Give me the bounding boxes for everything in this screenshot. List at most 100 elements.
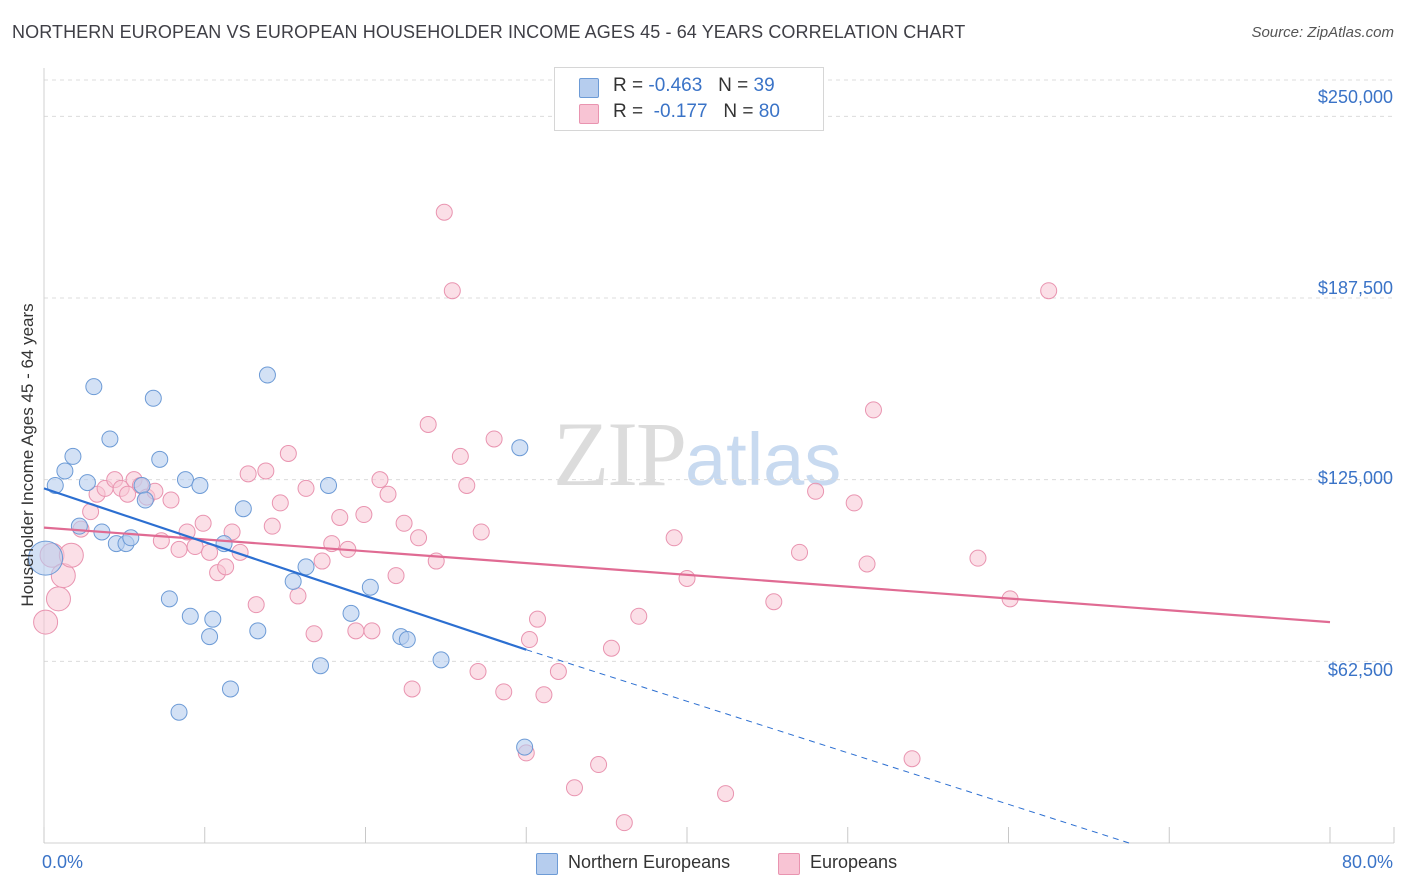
point-northern-europeans-14	[144, 389, 162, 407]
point-northern-europeans-27	[258, 366, 276, 384]
point-europeans-41	[355, 506, 373, 524]
point-europeans-18	[170, 540, 188, 558]
point-europeans-75	[845, 494, 863, 512]
legend-r-value-pink: -0.177	[653, 101, 708, 122]
point-northern-europeans-1	[46, 476, 64, 494]
point-europeans-30	[263, 517, 281, 535]
trendline-northern-europeans	[43, 487, 527, 651]
point-europeans-36	[313, 552, 331, 570]
point-europeans-32	[279, 445, 297, 463]
point-europeans-56	[472, 523, 490, 541]
point-europeans-65	[590, 756, 608, 774]
point-northern-europeans-29	[297, 558, 315, 576]
point-northern-europeans-19	[181, 607, 199, 625]
point-northern-europeans-20	[191, 476, 209, 494]
point-northern-europeans-12	[133, 476, 151, 494]
zipatlas-watermark: ZIPatlas	[553, 408, 841, 500]
y-axis-label: Householder Income Ages 45 - 64 years	[18, 303, 37, 607]
legend-n-value-blue: 39	[753, 75, 775, 96]
legend-n-value-pink: 80	[758, 101, 780, 122]
point-europeans-31	[271, 494, 289, 512]
point-europeans-48	[410, 529, 428, 547]
point-europeans-35	[305, 625, 323, 643]
point-northern-europeans-13	[136, 491, 154, 509]
point-europeans-54	[458, 476, 476, 494]
legend-swatch-blue	[579, 78, 599, 98]
point-europeans-61	[529, 610, 547, 628]
point-northern-europeans-30	[311, 657, 329, 675]
point-europeans-25	[223, 523, 241, 541]
point-europeans-62	[535, 686, 553, 704]
bottom-legend-label-pink: Europeans	[810, 852, 898, 872]
y-tick-label-187500: $187,500	[1317, 278, 1393, 298]
point-europeans-47	[403, 680, 421, 698]
x-tick-label-min: 0.0%	[42, 852, 84, 872]
point-europeans-79	[969, 549, 987, 567]
y-tick-label-125000: $125,000	[1317, 468, 1393, 488]
point-northern-europeans-2	[56, 462, 74, 480]
point-europeans-66	[602, 639, 620, 657]
point-europeans-63	[549, 663, 567, 681]
point-europeans-44	[379, 485, 397, 503]
point-europeans-57	[485, 430, 503, 448]
point-northern-europeans-8	[101, 430, 119, 448]
point-northern-europeans-22	[204, 610, 222, 628]
point-europeans-34	[297, 479, 315, 497]
point-europeans-27	[239, 465, 257, 483]
x-tick-label-max: 80.0%	[1341, 852, 1393, 872]
point-northern-europeans-28	[284, 572, 302, 590]
point-europeans-55	[469, 663, 487, 681]
point-europeans-60	[520, 631, 538, 649]
point-northern-europeans-38	[516, 738, 534, 756]
point-europeans-17	[162, 491, 180, 509]
point-europeans-51	[435, 203, 453, 221]
point-europeans-33	[289, 587, 307, 605]
bottom-legend-swatch-blue	[536, 853, 558, 875]
point-europeans-76	[858, 555, 876, 573]
point-northern-europeans-36	[432, 651, 450, 669]
point-europeans-71	[717, 785, 735, 803]
point-europeans-74	[807, 482, 825, 500]
point-northern-europeans-33	[361, 578, 379, 596]
point-europeans-67	[615, 814, 633, 832]
trendline-northern-europeans-extension	[526, 649, 1130, 844]
source-credit: Source: ZipAtlas.com	[1251, 24, 1394, 41]
point-europeans-46	[395, 514, 413, 532]
point-europeans-11	[119, 485, 137, 503]
trendline-europeans	[43, 526, 1331, 624]
point-europeans-77	[864, 401, 882, 419]
point-europeans-72	[765, 593, 783, 611]
y-tick-label-62500: $62,500	[1327, 660, 1393, 680]
legend-swatch-pink	[579, 104, 599, 124]
point-northern-europeans-4	[70, 517, 88, 535]
point-northern-europeans-6	[85, 378, 103, 396]
point-europeans-64	[565, 779, 583, 797]
point-europeans-38	[331, 508, 349, 526]
y-tick-label-250000: $250,000	[1317, 87, 1393, 107]
point-europeans-70	[678, 569, 696, 587]
point-europeans-73	[791, 543, 809, 561]
point-northern-europeans-31	[320, 476, 338, 494]
legend-stats-pink: R = -0.177 N = 80	[613, 101, 780, 122]
point-europeans-78	[903, 750, 921, 768]
point-europeans-69	[665, 529, 683, 547]
point-northern-europeans-35	[398, 631, 416, 649]
point-northern-europeans-11	[122, 529, 140, 547]
point-europeans-42	[363, 622, 381, 640]
point-europeans-29	[257, 462, 275, 480]
bottom-legend-label-blue: Northern Europeans	[568, 852, 731, 872]
point-northern-europeans-0	[28, 540, 64, 576]
point-europeans-53	[451, 447, 469, 465]
point-northern-europeans-26	[249, 622, 267, 640]
watermark-zip-text: ZIP	[553, 403, 687, 505]
point-northern-europeans-37	[511, 439, 529, 457]
point-europeans-45	[387, 567, 405, 585]
chart-title: NORTHERN EUROPEAN VS EUROPEAN HOUSEHOLDE…	[12, 22, 966, 42]
point-northern-europeans-16	[160, 590, 178, 608]
legend-r-value-blue: -0.463	[648, 75, 703, 96]
correlation-legend: R = -0.463 N = 39 R = -0.177 N = 80	[554, 67, 824, 131]
point-europeans-49	[419, 415, 437, 433]
point-europeans-43	[371, 471, 389, 489]
bottom-legend-swatch-pink	[778, 853, 800, 875]
point-europeans-52	[443, 282, 461, 300]
